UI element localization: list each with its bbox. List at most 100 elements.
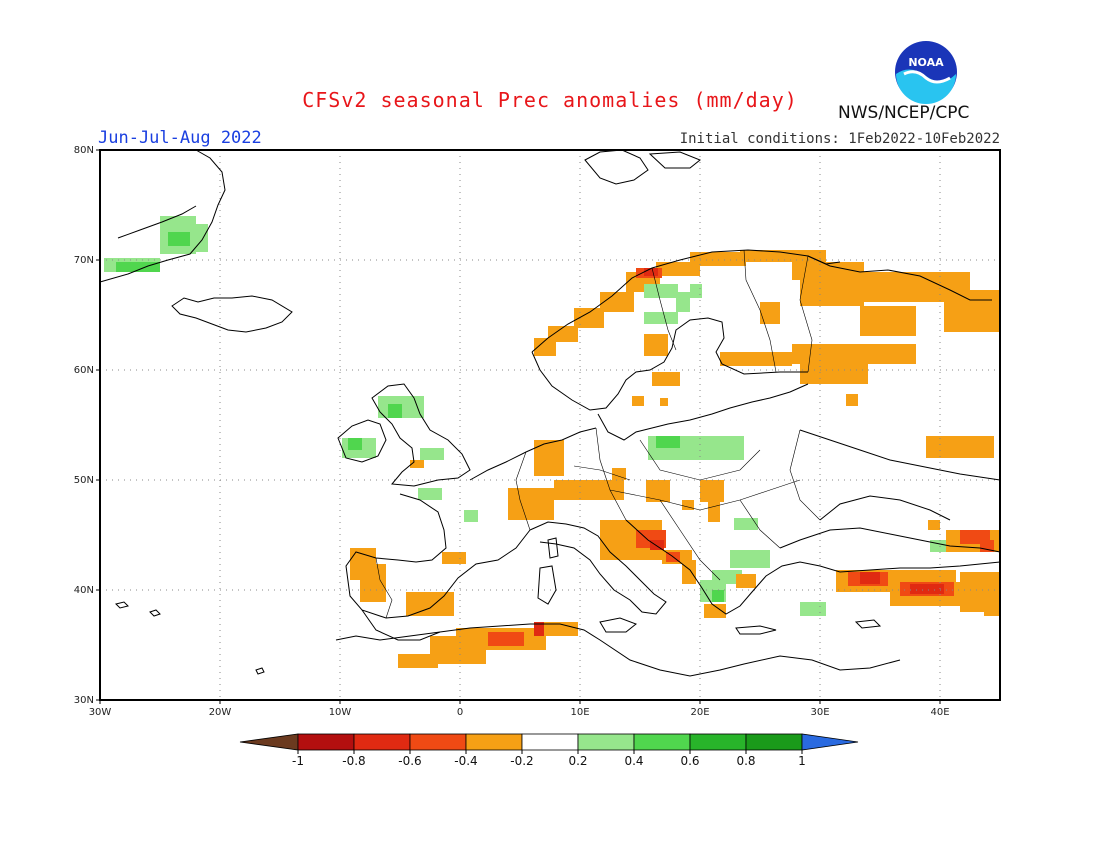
colorbar-swatch — [465, 733, 523, 751]
lon-tick-label: 10W — [329, 707, 352, 718]
anomaly-cell — [712, 590, 724, 602]
lon-tick-label: 30W — [89, 707, 112, 718]
anomaly-cell — [760, 302, 780, 324]
anomaly-cell — [656, 436, 680, 448]
anomaly-cell — [534, 338, 556, 356]
lat-tick-label: 70N — [74, 255, 94, 266]
anomaly-cell — [548, 326, 578, 342]
anomaly-cell — [442, 552, 466, 564]
precip-anomaly-map: 80N 70N 60N 50N 40N 30N 30W 20W 10W 0 10E 20E 30E 40… — [74, 145, 1001, 718]
anomaly-cell — [644, 268, 658, 276]
anomaly-cell — [410, 460, 424, 468]
anomaly-cell — [190, 224, 208, 252]
anomaly-cell — [388, 404, 402, 418]
colorbar-arrow-high — [801, 733, 859, 751]
colorbar-label: 0.8 — [736, 754, 755, 768]
lon-tick-label: 40E — [930, 707, 949, 718]
anomaly-cell — [488, 632, 524, 646]
anomaly-cell — [690, 252, 746, 266]
colorbar-swatches — [239, 733, 859, 751]
map-frame — [99, 149, 1001, 701]
lon-tick-label: 10E — [570, 707, 589, 718]
agency-label: NWS/NCEP/CPC — [838, 103, 970, 123]
anomaly-cell — [860, 306, 916, 336]
anomaly-cell — [800, 362, 868, 384]
colorbar-label: -1 — [292, 754, 304, 768]
anomaly-cell — [700, 480, 724, 502]
colorbar-labels: -1 -0.8 -0.6 -0.4 -0.2 0.2 0.4 0.6 0.8 1 — [292, 750, 806, 768]
lat-tick-label: 30N — [74, 695, 94, 706]
anomaly-cell — [508, 488, 554, 520]
forecast-period: Jun-Jul-Aug 2022 — [98, 128, 262, 148]
colorbar-label: -0.6 — [398, 754, 421, 768]
coastlines — [99, 149, 1001, 677]
noaa-logo: NOAA — [895, 41, 957, 104]
anomaly-cell — [860, 572, 880, 584]
anomaly-cell — [644, 334, 668, 356]
lon-tick-label: 20E — [690, 707, 709, 718]
anomaly-cell — [116, 262, 160, 272]
anomaly-cell — [652, 372, 680, 386]
anomaly-cell — [612, 468, 626, 480]
anomaly-cell — [944, 290, 1000, 332]
anomaly-cell — [544, 622, 578, 636]
anomaly-cell — [406, 592, 454, 616]
anomaly-cell — [736, 574, 756, 588]
anomaly-cell — [644, 284, 678, 298]
colorbar-swatch — [297, 733, 355, 751]
colorbar-swatch — [353, 733, 411, 751]
anomaly-cell — [644, 312, 678, 324]
colorbar-label: -0.8 — [342, 754, 365, 768]
anomaly-cell — [398, 654, 438, 668]
map-title: CFSv2 seasonal Prec anomalies (mm/day) — [302, 88, 798, 112]
anomaly-cell — [734, 518, 758, 530]
lon-tick-label: 0 — [457, 707, 463, 718]
anomaly-cell — [676, 292, 690, 312]
anomaly-cell — [348, 438, 362, 450]
anomaly-cell — [690, 284, 702, 298]
lat-tick-label: 60N — [74, 365, 94, 376]
anomaly-cell — [928, 520, 940, 530]
anomaly-cell — [660, 398, 668, 406]
colorbar-label: 1 — [798, 754, 806, 768]
logo-text: NOAA — [908, 56, 944, 69]
anomaly-cell — [464, 510, 478, 522]
anomaly-cell — [910, 584, 944, 594]
anomaly-cell — [600, 292, 634, 312]
colorbar-label: 0.2 — [568, 754, 587, 768]
country-borders — [375, 249, 821, 619]
anomaly-cell — [418, 488, 442, 500]
anomaly-cell — [650, 540, 664, 550]
anomaly-cell — [938, 444, 994, 458]
colorbar-label: -0.4 — [454, 754, 477, 768]
lon-tick-label: 30E — [810, 707, 829, 718]
colorbar-label: -0.2 — [510, 754, 533, 768]
lat-tick-label: 40N — [74, 585, 94, 596]
colorbar-swatch — [521, 733, 579, 751]
anomaly-cell — [554, 480, 624, 500]
anomaly-cell — [646, 480, 670, 502]
anomaly-cell — [168, 232, 190, 246]
latitude-labels: 80N 70N 60N 50N 40N 30N — [74, 145, 94, 706]
colorbar-label: 0.4 — [624, 754, 643, 768]
colorbar-arrow-low — [239, 733, 299, 751]
colorbar-swatch — [745, 733, 803, 751]
anomaly-cell — [704, 604, 726, 618]
initial-conditions: Initial conditions: 1Feb2022-10Feb2022 — [679, 131, 1000, 147]
colorbar-swatch — [409, 733, 467, 751]
lon-tick-label: 20W — [209, 707, 232, 718]
anomaly-cell — [682, 500, 694, 510]
anomaly-cells — [104, 216, 1000, 668]
anomaly-cell — [730, 550, 770, 568]
map-background — [100, 150, 1000, 700]
anomaly-cell — [656, 262, 700, 276]
anomaly-cell — [574, 308, 604, 328]
anomaly-cell — [792, 344, 916, 364]
anomaly-cell — [632, 396, 644, 406]
anomaly-cell — [846, 394, 858, 406]
colorbar-swatch — [689, 733, 747, 751]
colorbar-swatch — [577, 733, 635, 751]
anomaly-cell — [984, 592, 1000, 616]
lat-tick-label: 80N — [74, 145, 94, 156]
